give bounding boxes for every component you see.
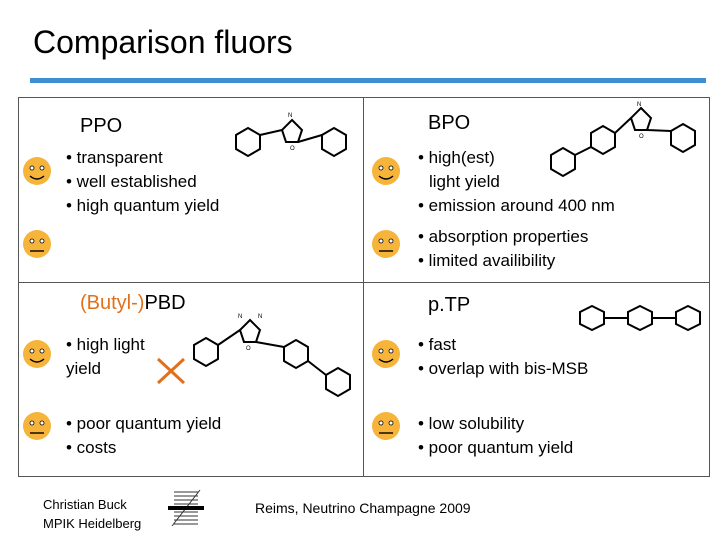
list-item: • transparent (66, 148, 163, 167)
pbd-name: PBD (144, 292, 186, 314)
neutral-face-icon (23, 230, 51, 258)
mpik-logo-icon (168, 489, 204, 527)
bpo-bad-list: • absorption properties • limited availi… (418, 225, 588, 273)
neutral-face-icon (23, 412, 51, 440)
institute-name: MPIK Heidelberg (43, 516, 142, 531)
red-cross-icon (156, 357, 186, 385)
svg-text:O: O (290, 146, 295, 152)
smiling-face-icon (372, 157, 400, 185)
pbd-heading: (Butyl-)PBD (80, 292, 186, 315)
list-item: • overlap with bis-MSB (418, 359, 589, 378)
smiling-face-icon (372, 340, 400, 368)
comparison-panel (18, 97, 710, 477)
list-item: • emission around 400 nm (418, 196, 615, 215)
pbd-bad-list: • poor quantum yield • costs (66, 412, 221, 460)
list-item: • high quantum yield (66, 196, 220, 215)
svg-text:N: N (238, 314, 242, 320)
list-item: • high(est) (418, 148, 495, 167)
svg-text:O: O (639, 134, 644, 140)
list-item: • absorption properties (418, 227, 589, 246)
neutral-face-icon (372, 412, 400, 440)
pbd-good-list: • high light yield (66, 333, 145, 381)
ppo-good-list: • transparent • well established • high … (66, 146, 219, 218)
horizontal-divider (18, 282, 710, 283)
ptp-bad-list: • low solubility • poor quantum yield (418, 412, 573, 460)
ppo-heading: PPO (80, 115, 123, 137)
ptp-heading: p.TP (428, 294, 471, 316)
ptp-structure-icon (579, 304, 701, 332)
list-item: • costs (66, 438, 117, 457)
neutral-face-icon (372, 230, 400, 258)
svg-text:N: N (258, 314, 262, 320)
svg-text:O: O (246, 346, 251, 352)
list-item: • high light (66, 335, 145, 354)
event-label: Reims, Neutrino Champagne 2009 (255, 500, 471, 516)
list-item: • fast (418, 335, 457, 354)
title-underline (30, 78, 706, 83)
list-item: • limited availibility (418, 251, 556, 270)
pbd-prefix: (Butyl-) (80, 292, 145, 314)
list-item: • poor quantum yield (418, 438, 574, 457)
pbd-structure-icon: N N O (193, 314, 351, 398)
ptp-good-list: • fast • overlap with bis-MSB (418, 333, 588, 381)
ppo-structure-icon: N O (235, 113, 347, 158)
bpo-structure-icon: N O (550, 102, 696, 178)
smiling-face-icon (23, 340, 51, 368)
author-name: Christian Buck (43, 497, 127, 512)
smiling-face-icon (23, 157, 51, 185)
bpo-good-list: • high(est) light yield • emission aroun… (418, 146, 615, 218)
bpo-heading: BPO (428, 112, 471, 134)
vertical-divider (363, 97, 364, 477)
svg-text:N: N (288, 113, 292, 119)
footer-author-block: Christian Buck MPIK Heidelberg (43, 495, 141, 533)
list-item: • poor quantum yield (66, 414, 222, 433)
svg-text:N: N (637, 102, 641, 108)
list-item: yield (66, 359, 101, 378)
slide-title: Comparison fluors (33, 24, 293, 60)
list-item: • low solubility (418, 414, 525, 433)
list-item: • well established (66, 172, 197, 191)
list-item: light yield (429, 172, 500, 191)
